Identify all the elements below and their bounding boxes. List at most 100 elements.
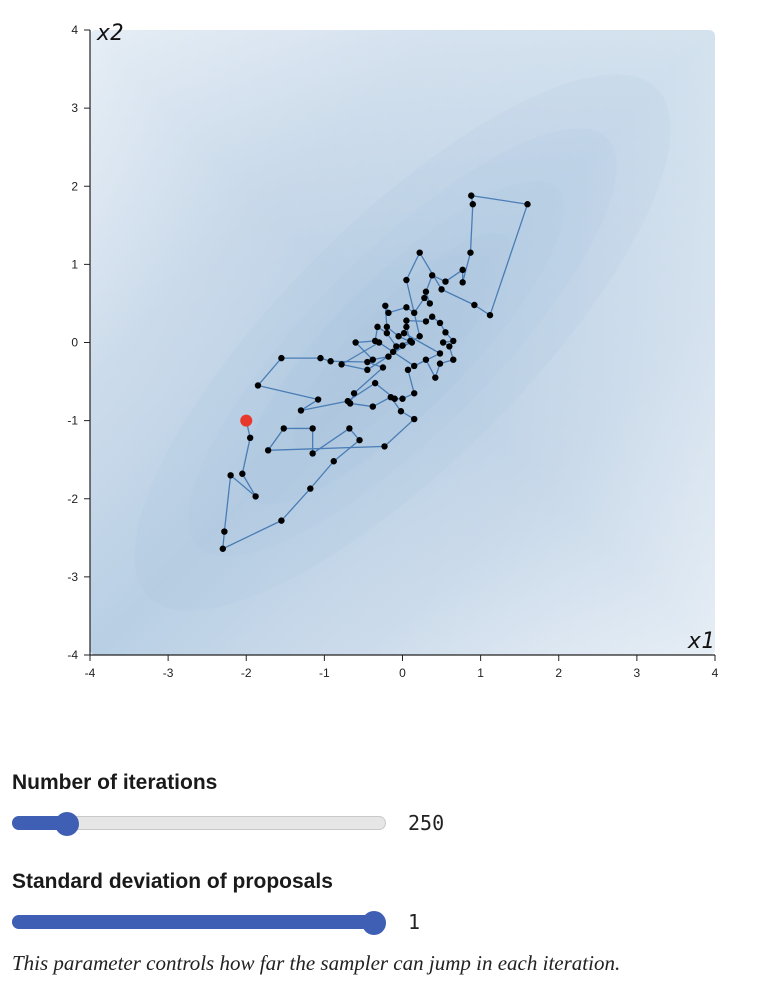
path-segment (445, 269, 464, 283)
std-dev-slider[interactable] (12, 911, 386, 935)
sample-point (422, 288, 430, 295)
path-segment (230, 474, 257, 497)
x-tick-label: 4 (712, 666, 719, 680)
x-tick-label: 0 (399, 666, 406, 680)
sample-point (459, 279, 466, 286)
sample-point (297, 407, 305, 414)
path-segment (300, 398, 319, 412)
path-segment (300, 400, 348, 412)
sample-point (219, 545, 227, 552)
sample-point (385, 309, 392, 317)
sample-point (411, 415, 418, 423)
sample-point (327, 358, 334, 365)
y-tick-label: -2 (67, 492, 78, 506)
sample-point (403, 276, 410, 284)
sample-point (383, 329, 391, 337)
sample-point (385, 353, 392, 360)
path-segment (267, 428, 285, 451)
sample-point (446, 343, 453, 350)
slider-fill (12, 915, 378, 929)
sample-point (391, 395, 398, 402)
sample-point (467, 249, 474, 256)
y-tick-label: 1 (71, 257, 78, 271)
sample-point (422, 356, 430, 363)
iterations-value: 250 (408, 811, 445, 835)
path-segment (312, 427, 350, 454)
sampler-points (219, 192, 531, 552)
path-segment (419, 252, 443, 290)
path-segment (403, 332, 441, 355)
sample-point (278, 517, 285, 524)
sample-point (421, 294, 428, 302)
sample-point (428, 313, 436, 320)
y-tick-label: 4 (71, 23, 78, 37)
start-point (240, 414, 253, 427)
sample-point (389, 348, 397, 356)
sample-point (369, 403, 377, 410)
sample-point (442, 278, 449, 285)
sample-point (221, 528, 228, 535)
path-segment (425, 359, 436, 378)
sample-point (450, 356, 457, 363)
x-tick-label: -1 (319, 666, 330, 680)
sample-point (395, 333, 402, 340)
path-segment (462, 252, 472, 283)
x-tick-label: -3 (163, 666, 174, 680)
sample-point (404, 366, 412, 374)
sample-point (309, 425, 316, 432)
path-segment (441, 288, 475, 306)
path-segment (407, 369, 415, 394)
std-dev-value: 1 (408, 910, 421, 934)
path-segment (223, 475, 232, 532)
slider-thumb[interactable] (362, 911, 386, 935)
y-axis-title: x2 (96, 21, 124, 46)
path-segment (405, 252, 421, 281)
sample-point (393, 343, 400, 350)
sample-point (364, 366, 371, 374)
sample-point (227, 472, 234, 479)
sample-point (416, 249, 423, 256)
path-segment (341, 363, 368, 371)
path-segment (378, 341, 415, 367)
sample-point (375, 339, 383, 346)
std-dev-note: This parameter controls how far the samp… (12, 951, 621, 975)
sample-point (422, 318, 430, 325)
sample-point (411, 362, 418, 370)
y-axis-ticks: -4 -3 -2 -1 0 1 2 3 4 (67, 23, 90, 662)
path-segment (257, 357, 282, 386)
sample-point (524, 201, 531, 208)
slider-thumb[interactable] (54, 812, 79, 836)
sample-point (352, 339, 359, 346)
sample-point (399, 395, 406, 402)
iterations-slider[interactable] (12, 812, 386, 836)
sample-point (379, 364, 387, 371)
sample-point (450, 337, 457, 345)
sample-point (397, 408, 405, 415)
sample-point (252, 493, 259, 500)
sample-point (411, 390, 418, 397)
path-segment (372, 396, 392, 408)
y-tick-label: -3 (67, 570, 78, 584)
path-segment (355, 340, 376, 344)
sample-point (428, 272, 436, 279)
sample-point (411, 309, 418, 317)
sample-point (436, 319, 444, 327)
sample-point (381, 443, 388, 450)
sample-point (338, 361, 345, 368)
path-segment (333, 439, 360, 462)
sample-point (239, 470, 246, 477)
sample-point (403, 323, 410, 331)
path-segment (222, 520, 282, 550)
y-tick-label: 2 (71, 179, 78, 193)
x-axis-ticks: -4 -3 -2 -1 0 1 2 3 4 (85, 655, 719, 680)
path-segment (353, 367, 384, 394)
sample-point (254, 382, 262, 389)
path-segment (384, 418, 415, 447)
sample-point (442, 329, 449, 336)
std-dev-label: Standard deviation of proposals (12, 870, 333, 893)
path-segment (241, 437, 251, 474)
x-tick-label: 2 (555, 666, 562, 680)
x-tick-label: -4 (85, 666, 96, 680)
y-tick-label: 0 (71, 336, 78, 350)
path-segment (405, 279, 421, 337)
